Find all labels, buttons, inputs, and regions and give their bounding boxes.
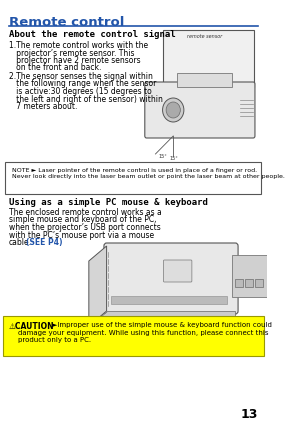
Text: NOTE ► Laser pointer of the remote control is used in place of a finger or rod.
: NOTE ► Laser pointer of the remote contr… (12, 168, 285, 179)
Text: ⚠CAUTION: ⚠CAUTION (9, 322, 55, 331)
Text: damage your equipment. While using this function, please connect this: damage your equipment. While using this … (18, 329, 268, 336)
FancyBboxPatch shape (177, 73, 232, 87)
Text: 15°: 15° (158, 154, 167, 159)
Text: with the PC’s mouse port via a mouse: with the PC’s mouse port via a mouse (9, 230, 154, 239)
FancyBboxPatch shape (104, 243, 238, 314)
Polygon shape (89, 311, 236, 326)
Text: ►Improper use of the simple mouse & keyboard function could: ►Improper use of the simple mouse & keyb… (52, 322, 272, 328)
Circle shape (166, 102, 180, 118)
Text: remote sensor: remote sensor (187, 34, 222, 39)
Text: 2.The sensor senses the signal within: 2.The sensor senses the signal within (9, 72, 153, 81)
Text: projector’s remote sensor. This: projector’s remote sensor. This (9, 49, 134, 58)
Text: projector have 2 remote sensors: projector have 2 remote sensors (9, 56, 140, 65)
Polygon shape (89, 246, 106, 326)
FancyBboxPatch shape (245, 279, 253, 287)
FancyBboxPatch shape (232, 255, 271, 297)
Text: 15°: 15° (170, 156, 178, 161)
Text: on the front and back.: on the front and back. (9, 63, 101, 72)
Text: is active:30 degrees (15 degrees to: is active:30 degrees (15 degrees to (9, 87, 152, 96)
Text: 13: 13 (240, 408, 258, 421)
FancyBboxPatch shape (235, 279, 243, 287)
Text: Using as a simple PC mouse & keyboard: Using as a simple PC mouse & keyboard (9, 198, 208, 207)
FancyBboxPatch shape (5, 162, 261, 194)
FancyBboxPatch shape (164, 260, 192, 282)
FancyBboxPatch shape (254, 279, 262, 287)
Text: About the remote control signal: About the remote control signal (9, 30, 175, 39)
FancyBboxPatch shape (145, 82, 255, 138)
Text: 7 meters about.: 7 meters about. (9, 102, 77, 111)
Text: cable.: cable. (9, 238, 32, 247)
Text: product only to a PC.: product only to a PC. (18, 337, 91, 343)
Circle shape (163, 98, 184, 122)
Text: the left and right of the sensor) within: the left and right of the sensor) within (9, 95, 163, 104)
Text: Remote control: Remote control (9, 16, 124, 29)
Text: 1.The remote control works with the: 1.The remote control works with the (9, 41, 148, 50)
Text: the following range when the sensor: the following range when the sensor (9, 80, 156, 89)
Text: when the projector’s USB port connects: when the projector’s USB port connects (9, 223, 160, 232)
FancyBboxPatch shape (164, 30, 254, 87)
FancyBboxPatch shape (111, 296, 226, 304)
Text: (SEE P4): (SEE P4) (26, 238, 62, 247)
FancyBboxPatch shape (3, 316, 264, 356)
Text: simple mouse and keyboard of the PC,: simple mouse and keyboard of the PC, (9, 216, 156, 225)
Text: The enclosed remote control works as a: The enclosed remote control works as a (9, 208, 162, 217)
